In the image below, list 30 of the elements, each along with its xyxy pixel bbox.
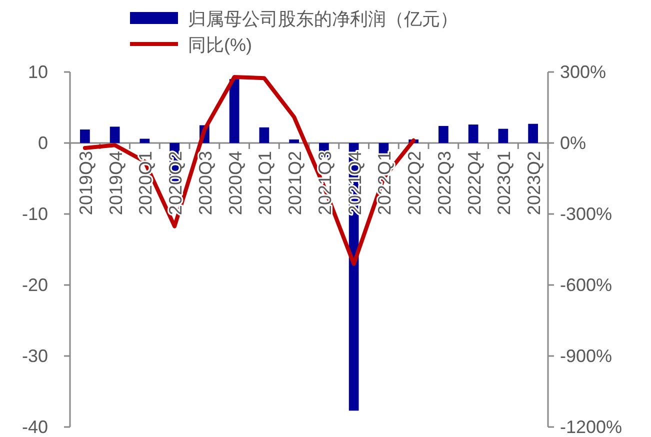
y-tick-label: -40 [22,417,48,437]
y-tick-label: -30 [22,346,48,366]
x-tick-label: 2019Q3 [76,151,96,216]
x-tick-label: 2020Q2 [166,151,186,216]
legend-label: 同比(%) [188,35,252,55]
x-tick-label: 2023Q1 [494,151,514,216]
x-tick-label: 2022Q3 [434,151,454,216]
y2-tick-label: 300% [560,62,606,82]
x-tick-label: 2021Q4 [344,151,365,216]
x-tick-label: 2020Q4 [225,151,246,216]
x-tick-label: 2022Q2 [404,151,425,216]
y-tick-label: 0 [38,133,48,153]
x-tick-label: 2022Q4 [464,151,484,216]
x-tick-label: 2021Q3 [314,151,335,216]
x-tick-label: 2019Q4 [106,151,126,216]
x-tick-label: 2020Q3 [195,151,216,216]
y2-tick-label: -600% [560,275,612,295]
y2-tick-label: -900% [560,346,612,366]
x-tick-label: 2022Q1 [374,151,395,216]
legend-label: 归属母公司股东的净利润（亿元） [188,9,458,29]
y2-tick-label: -300% [560,204,612,224]
y-tick-label: 10 [28,62,48,82]
y-tick-label: -10 [22,204,48,224]
x-tick-label: 2021Q2 [285,151,306,216]
x-tick-label: 2021Q1 [255,151,276,216]
y-tick-label: -20 [22,275,48,295]
y2-tick-label: -1200% [560,417,622,437]
y2-tick-label: 0% [560,133,586,153]
x-tick-label: 2023Q2 [524,151,544,216]
x-tick-label: 2020Q1 [136,151,156,216]
